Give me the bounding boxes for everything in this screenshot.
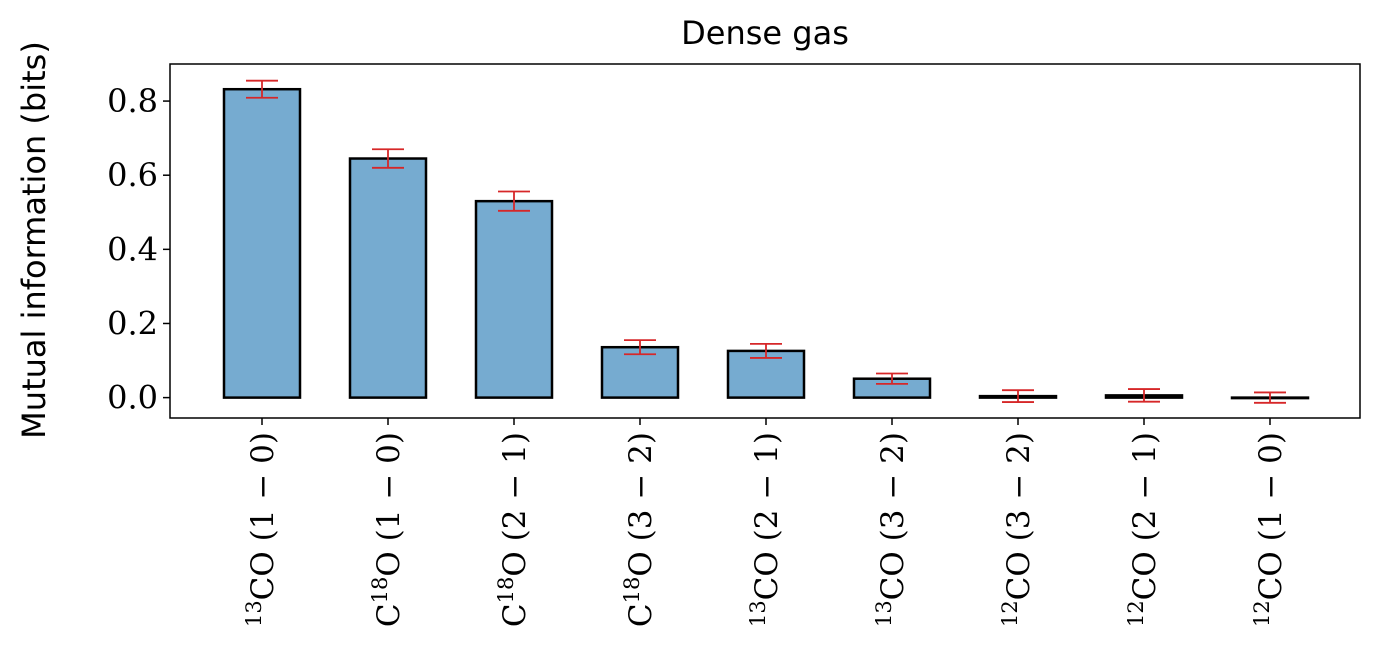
- bar: [600, 345, 680, 399]
- y-tick-label: 0.0: [107, 379, 158, 417]
- bar: [348, 157, 428, 399]
- x-tick-label: 12CO (3 − 2): [998, 432, 1037, 627]
- error-bar: [498, 190, 530, 212]
- bar: [474, 199, 554, 399]
- chart-title: Dense gas: [681, 14, 849, 52]
- error-bar: [1128, 388, 1160, 403]
- y-tick-label: 0.6: [107, 156, 158, 194]
- errorbars-layer: [246, 79, 1286, 404]
- plot-frame: [169, 63, 1361, 419]
- error-bar: [750, 342, 782, 359]
- x-tick-label: 13CO (3 − 2): [872, 432, 911, 627]
- error-bar: [876, 372, 908, 385]
- y-axis-label: Mutual information (bits): [15, 41, 53, 439]
- y-tick-label: 0.8: [107, 82, 158, 120]
- x-tick-label: C18O (1 − 0): [368, 432, 407, 627]
- x-tick-label: C18O (2 − 1): [494, 432, 533, 627]
- x-tick-label: 12CO (2 − 1): [1124, 432, 1163, 627]
- error-bar: [1002, 389, 1034, 403]
- error-bar: [246, 79, 278, 99]
- x-tick-label: 12CO (1 − 0): [1250, 432, 1289, 627]
- error-bar: [1254, 391, 1286, 404]
- y-axis: 0.0 0.2 0.4 0.6 0.8: [107, 82, 170, 417]
- error-bar: [624, 339, 656, 356]
- x-tick-label: 13CO (1 − 0): [242, 432, 281, 627]
- y-tick-label: 0.2: [107, 304, 158, 342]
- x-axis: 13CO (1 − 0) C18O (1 − 0) C18O (2 − 1) C18O…: [242, 418, 1289, 627]
- x-tick-label: 13CO (2 − 1): [746, 432, 785, 627]
- y-tick-label: 0.4: [107, 230, 158, 268]
- error-bar: [372, 148, 404, 169]
- bar: [222, 87, 302, 399]
- x-tick-label: C18O (3 − 2): [620, 432, 659, 627]
